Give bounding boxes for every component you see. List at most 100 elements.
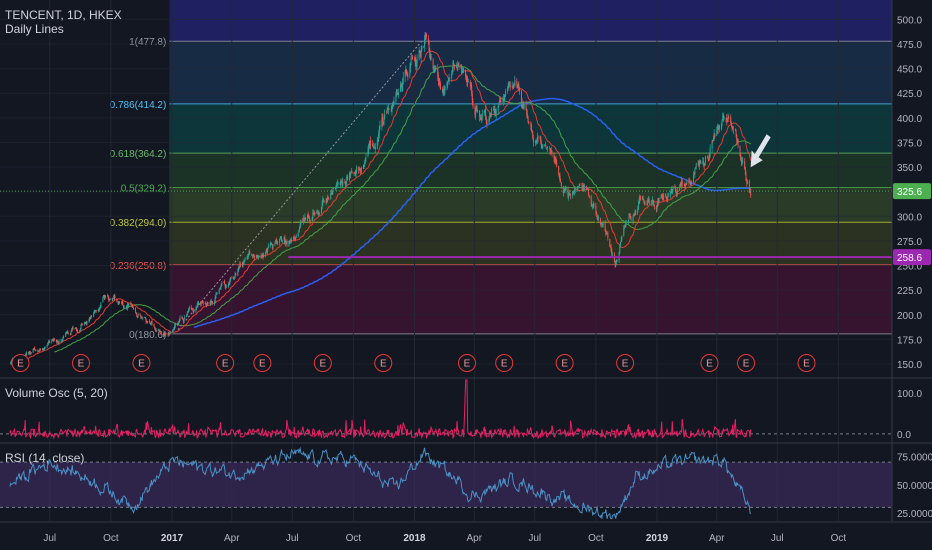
candle-body xyxy=(643,199,645,201)
candle-body xyxy=(140,315,142,318)
earnings-marker[interactable]: E xyxy=(11,354,30,372)
candle-body xyxy=(30,352,32,354)
candle-body xyxy=(480,117,482,121)
candle-body xyxy=(237,267,239,272)
candle-body xyxy=(577,187,579,189)
candle-body xyxy=(452,62,454,72)
earnings-marker[interactable]: E xyxy=(797,354,816,372)
earnings-marker[interactable]: E xyxy=(374,354,393,372)
candle-body xyxy=(81,324,83,326)
candle-body xyxy=(423,39,425,48)
candle-body xyxy=(109,298,111,300)
candle-body xyxy=(666,197,668,200)
candle-body xyxy=(579,183,581,185)
candle-body xyxy=(732,128,734,130)
arrow-annotation[interactable] xyxy=(750,134,771,168)
volume-oscillator-pane[interactable]: Volume Osc (5, 20) 100.0 0.0 xyxy=(0,379,922,441)
candle-body xyxy=(400,83,402,87)
candle-body xyxy=(74,327,76,329)
candle-body xyxy=(676,192,678,195)
candle-body xyxy=(362,167,364,169)
price-tick-label: 200.0 xyxy=(897,311,922,322)
candle-body xyxy=(309,220,311,222)
candle-body xyxy=(601,222,603,227)
candle-body xyxy=(134,307,136,312)
candle-body xyxy=(139,314,141,316)
candle-body xyxy=(653,205,655,207)
candle-body xyxy=(720,123,722,130)
earnings-marker[interactable]: E xyxy=(737,354,756,372)
candle-body xyxy=(172,329,174,331)
candle-body xyxy=(525,104,527,110)
candle-body xyxy=(423,46,425,48)
earnings-marker[interactable]: E xyxy=(495,354,514,372)
candle-body xyxy=(401,86,403,91)
earnings-label: E xyxy=(706,359,713,370)
candle-body xyxy=(364,162,366,165)
candle-body xyxy=(274,243,276,245)
time-tick-label: Oct xyxy=(588,533,604,544)
candle-body xyxy=(275,239,277,243)
candle-body xyxy=(309,217,311,221)
rsi-pane[interactable]: RSI (14, close) 75.00000 50.00000 25.00000 xyxy=(0,446,932,520)
candle-body xyxy=(551,150,553,154)
candle-body xyxy=(588,189,590,195)
candle-body xyxy=(406,69,408,74)
chart-subtitle: Daily Lines xyxy=(5,22,64,36)
candle-body xyxy=(41,348,43,351)
main-pane[interactable]: 1(477.8) 0.786(414.2) 0.618(364.2) 0.5(329.… xyxy=(0,0,892,521)
earnings-marker[interactable]: E xyxy=(71,354,90,372)
candle-body xyxy=(272,244,274,248)
candle-body xyxy=(437,68,439,77)
candle-body xyxy=(451,73,453,79)
candle-body xyxy=(517,84,519,89)
candle-body xyxy=(234,273,236,278)
candle-body xyxy=(148,320,150,323)
candle-body xyxy=(131,305,133,307)
earnings-marker[interactable]: E xyxy=(457,354,476,372)
candle-body xyxy=(723,117,725,118)
candle-body xyxy=(308,216,310,218)
candle-body xyxy=(425,34,427,37)
time-axis[interactable]: Jul Oct 2017 Apr Jul Oct 2018 Apr Jul Oct 2019 Apr J… xyxy=(43,533,846,544)
candle-body xyxy=(244,257,246,260)
price-axis[interactable]: 150.0175.0200.0225.0250.0275.0300.0325.0… xyxy=(891,0,931,521)
candle-body xyxy=(402,77,404,84)
candle-body xyxy=(65,333,67,337)
candle-body xyxy=(448,78,450,81)
earnings-marker[interactable]: E xyxy=(700,354,719,372)
candle-body xyxy=(481,113,483,119)
candle-body xyxy=(382,116,384,123)
candle-body xyxy=(420,50,422,58)
candle-body xyxy=(163,333,165,337)
candle-body xyxy=(493,108,495,111)
candle-body xyxy=(94,310,96,312)
candle-body xyxy=(360,169,362,172)
candle-body xyxy=(127,305,129,309)
candle-body xyxy=(99,306,101,308)
candle-body xyxy=(570,195,572,197)
candle-body xyxy=(119,301,121,304)
candle-body xyxy=(698,163,700,167)
time-tick-label: Jul xyxy=(528,533,541,544)
candle-body xyxy=(201,300,203,302)
fib-level-label: 0.786(414.2) xyxy=(110,100,167,111)
candle-body xyxy=(486,119,488,124)
earnings-marker[interactable]: E xyxy=(616,354,635,372)
candle-body xyxy=(717,125,719,130)
moving-average-fast xyxy=(26,50,752,360)
price-tick-label: 275.0 xyxy=(897,237,922,248)
earnings-marker[interactable]: E xyxy=(253,354,272,372)
earnings-marker[interactable]: E xyxy=(216,354,235,372)
earnings-marker[interactable]: E xyxy=(313,354,332,372)
candle-body xyxy=(502,100,504,102)
candle-body xyxy=(522,105,524,107)
candle-body xyxy=(182,317,184,320)
candle-body xyxy=(57,342,59,345)
trend-line[interactable] xyxy=(177,40,423,330)
last-price-badge: 325.6 xyxy=(893,183,931,200)
earnings-marker[interactable]: E xyxy=(132,354,151,372)
earnings-marker[interactable]: E xyxy=(555,354,574,372)
